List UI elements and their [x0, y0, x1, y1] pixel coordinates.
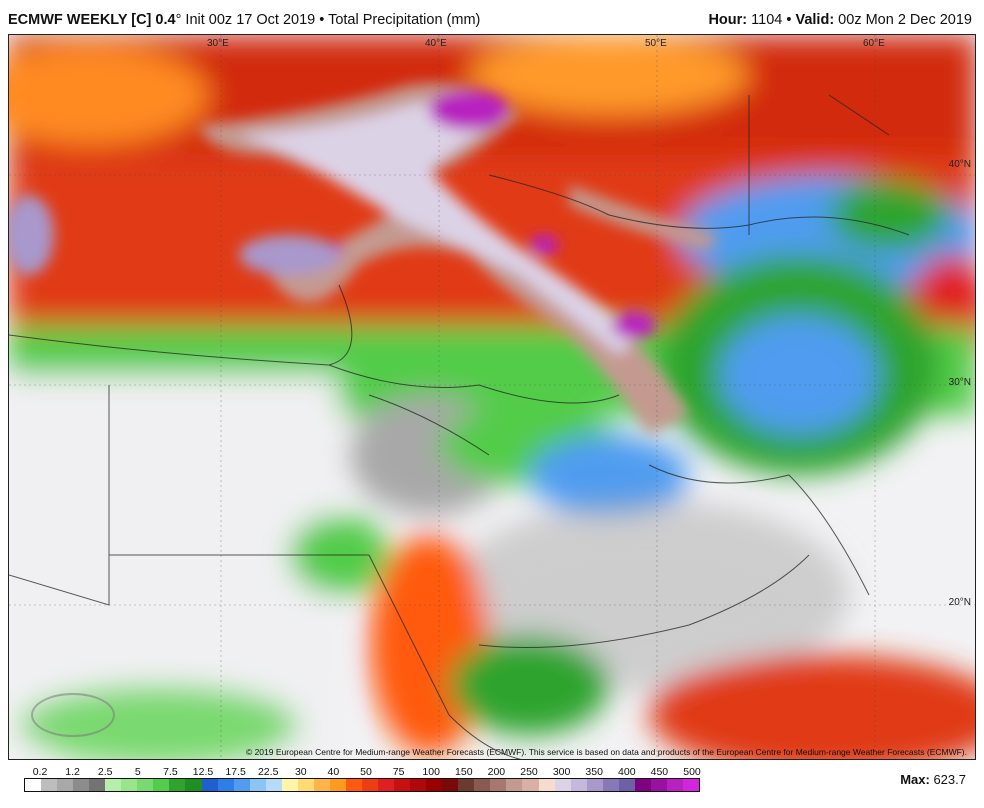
colorbar-swatch: [345, 779, 362, 791]
colorbar-swatch: [89, 779, 106, 791]
colorbar-swatch: [249, 779, 266, 791]
colorbar-swatch: [634, 779, 651, 791]
colorbar-swatch: [602, 779, 619, 791]
colorbar-swatch: [73, 779, 90, 791]
colorbar-swatch: [490, 779, 507, 791]
colorbar-label: 350: [585, 766, 603, 778]
colorbar-swatch: [281, 779, 298, 791]
map-title: ECMWF WEEKLY [C] 0.4° Init 00z 17 Oct 20…: [8, 12, 480, 28]
colorbar-label: 150: [455, 766, 473, 778]
colorbar-swatch: [666, 779, 683, 791]
max-number: 623.7: [929, 772, 966, 787]
colorbar-swatch: [458, 779, 475, 791]
colorbar-swatch: [185, 779, 202, 791]
init-info: Init 00z 17 Oct 2019 • Total Precipitati…: [181, 12, 481, 28]
colorbar-swatch: [394, 779, 411, 791]
weatherbell-logo: [31, 693, 115, 737]
colorbar-swatch: [41, 779, 58, 791]
colorbar-swatch: [169, 779, 186, 791]
colorbar-label: 7.5: [163, 766, 178, 778]
lon-label: 50°E: [645, 38, 667, 49]
colorbar-swatch: [538, 779, 555, 791]
colorbar-swatch: [297, 779, 314, 791]
colorbar-swatch: [233, 779, 250, 791]
colorbar-label: 250: [520, 766, 538, 778]
colorbar-labels: 0.2 1.2 2.5 5 7.5 12.5 17.5 22.5 30 40 50 75 100 150 2…: [24, 766, 704, 778]
hour-value: 1104 •: [747, 12, 796, 28]
precipitation-map: 30°E 40°E 50°E 60°E 40°N 30°N 20°N © 201…: [8, 34, 976, 760]
colorbar-swatch: [650, 779, 667, 791]
colorbar-swatch: [522, 779, 539, 791]
copyright-notice: © 2019 European Centre for Medium-range …: [245, 747, 967, 757]
colorbar-swatch: [506, 779, 523, 791]
colorbar-label: 5: [134, 766, 141, 778]
colorbar-swatch: [201, 779, 218, 791]
colorbar-label: 500: [683, 766, 701, 778]
lat-label: 20°N: [948, 597, 971, 608]
colorbar: [24, 778, 700, 792]
colorbar-swatch: [618, 779, 635, 791]
colorbar-swatch: [137, 779, 154, 791]
colorbar-label: 0.2: [32, 766, 48, 778]
precipitation-field: [9, 35, 975, 759]
colorbar-label: 1.2: [65, 766, 80, 778]
max-value: Max: 623.7: [900, 772, 966, 787]
hour-label: Hour:: [708, 12, 748, 28]
colorbar-swatch: [105, 779, 122, 791]
model-name: ECMWF WEEKLY [C] 0.4: [8, 12, 176, 28]
colorbar-swatch: [361, 779, 379, 791]
colorbar-swatch: [410, 779, 427, 791]
colorbar-label: 22.5: [257, 766, 279, 778]
colorbar-label: 75: [392, 766, 405, 778]
lon-label: 40°E: [425, 38, 447, 49]
colorbar-label: 17.5: [225, 766, 246, 778]
colorbar-swatch: [442, 779, 459, 791]
colorbar-label: 50: [360, 766, 372, 778]
colorbar-swatch: [217, 779, 234, 791]
colorbar-swatch: [121, 779, 138, 791]
lon-label: 60°E: [863, 38, 885, 49]
valid-value: 00z Mon 2 Dec 2019: [834, 12, 972, 28]
degree-sign: °: [175, 12, 182, 28]
colorbar-label: 12.5: [192, 766, 214, 778]
colorbar-swatch: [570, 779, 587, 791]
colorbar-swatch: [265, 779, 282, 791]
colorbar-swatch: [25, 779, 42, 791]
colorbar-label: 30: [294, 766, 307, 778]
max-label: Max:: [900, 772, 930, 787]
valid-time: Hour: 1104 • Valid: 00z Mon 2 Dec 2019: [708, 12, 972, 28]
colorbar-swatch: [329, 779, 346, 791]
colorbar-swatch: [378, 779, 395, 791]
colorbar-swatch: [586, 779, 603, 791]
colorbar-swatch: [474, 779, 491, 791]
lat-label: 30°N: [948, 377, 971, 388]
colorbar-label: 40: [327, 766, 340, 778]
colorbar-label: 100: [422, 766, 440, 778]
colorbar-swatch: [313, 779, 330, 791]
colorbar-swatch: [682, 779, 699, 791]
lat-label: 40°N: [948, 159, 971, 170]
valid-label: Valid:: [795, 12, 835, 28]
colorbar-swatch: [57, 779, 74, 791]
colorbar-swatch: [426, 779, 443, 791]
colorbar-label: 400: [618, 766, 636, 778]
colorbar-swatch: [554, 779, 571, 791]
colorbar-label: 200: [487, 766, 506, 778]
colorbar-label: 450: [650, 766, 669, 778]
colorbar-label: 300: [552, 766, 571, 778]
lon-label: 30°E: [207, 38, 229, 49]
colorbar-label: 2.5: [97, 766, 113, 778]
borders: [9, 94, 910, 759]
colorbar-swatch: [153, 779, 170, 791]
